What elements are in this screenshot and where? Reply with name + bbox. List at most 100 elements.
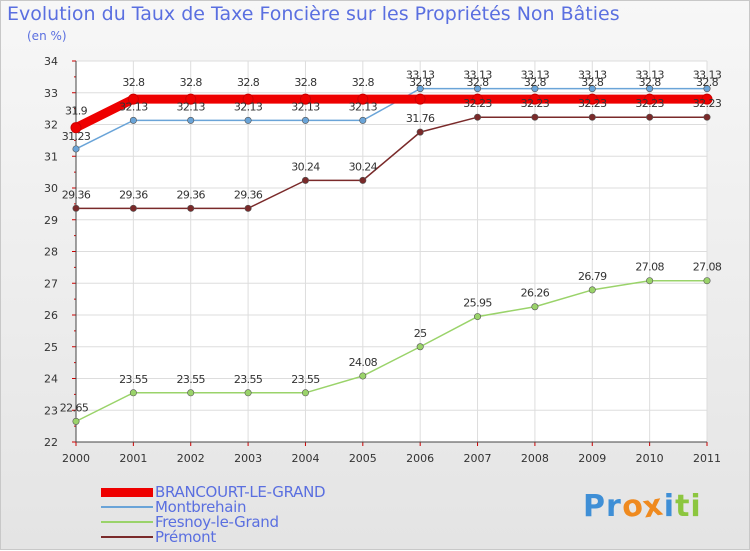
data-point	[185, 93, 197, 105]
data-point	[357, 93, 369, 105]
data-label: 30.24	[291, 160, 320, 173]
data-point	[416, 128, 424, 136]
data-point	[129, 116, 137, 124]
data-label: 23.55	[176, 373, 205, 386]
data-point	[242, 93, 254, 105]
grid-lines	[75, 60, 708, 443]
data-point	[359, 372, 367, 380]
data-point	[586, 93, 598, 105]
proxiti-logo: Proxiti	[583, 487, 702, 526]
data-label: 32.8	[122, 76, 145, 89]
data-point	[529, 93, 541, 105]
data-label: 33.13	[635, 69, 664, 82]
data-point	[472, 93, 484, 105]
y-tick-label: 29	[44, 214, 58, 227]
data-label: 22.65	[60, 401, 89, 414]
chart-title: Evolution du Taux de Taxe Foncière sur l…	[7, 3, 620, 25]
data-label: 32.13	[234, 100, 263, 113]
series-layer	[70, 85, 713, 425]
x-tick-label: 2001	[119, 452, 147, 465]
data-label: 32.8	[237, 76, 260, 89]
logo-letter: t	[675, 489, 691, 524]
data-label: 30.24	[349, 160, 378, 173]
series-line-pr-mont	[75, 116, 708, 210]
data-point	[301, 389, 309, 397]
data-label: 32.8	[696, 76, 719, 89]
logo-letter: P	[583, 489, 606, 524]
y-tick-label: 25	[44, 341, 58, 354]
data-point	[72, 204, 80, 212]
data-label: 33.13	[463, 69, 492, 82]
legend-item: Montbrehain	[101, 498, 401, 516]
data-label: 31.76	[406, 112, 435, 125]
logo-letter: r	[606, 489, 622, 524]
data-label: 33.13	[521, 69, 550, 82]
logo-letter: i	[663, 489, 676, 524]
data-label: 32.23	[635, 97, 664, 110]
data-point	[72, 417, 80, 425]
data-point	[187, 116, 195, 124]
data-label: 25	[414, 327, 427, 340]
data-label: 32.13	[291, 100, 320, 113]
data-label: 32.13	[176, 100, 205, 113]
data-point	[531, 303, 539, 311]
data-point	[588, 286, 596, 294]
data-label: 27.08	[635, 261, 664, 274]
x-tick-label: 2008	[521, 452, 549, 465]
data-point	[127, 93, 139, 105]
data-label: 32.8	[294, 76, 317, 89]
data-point	[703, 85, 711, 93]
data-label: 31.9	[65, 105, 88, 118]
data-label: 32.23	[521, 97, 550, 110]
data-label: 32.13	[349, 100, 378, 113]
data-label: 32.23	[578, 97, 607, 110]
legend-label: Montbrehain	[155, 498, 247, 516]
data-point	[646, 85, 654, 93]
data-point	[70, 122, 82, 134]
data-label: 32.23	[693, 97, 722, 110]
legend: BRANCOURT-LE-GRAND Montbrehain Fresnoy-le-…	[101, 483, 401, 546]
y-tick-label: 24	[44, 373, 58, 386]
x-tick-label: 2010	[636, 452, 664, 465]
data-label: 23.55	[119, 373, 148, 386]
legend-item: Fresnoy-le-Grand	[101, 513, 401, 531]
data-point	[416, 343, 424, 351]
legend-swatch	[101, 521, 153, 523]
legend-swatch	[101, 488, 153, 497]
legend-item: BRANCOURT-LE-GRAND	[101, 483, 401, 501]
legend-item: Prémont	[101, 528, 401, 546]
logo-letter: x	[640, 487, 667, 526]
data-label: 29.36	[176, 188, 205, 201]
data-label: 23.55	[234, 373, 263, 386]
data-label: 32.8	[466, 76, 489, 89]
x-tick-label: 2000	[62, 452, 90, 465]
x-tick-label: 2009	[578, 452, 606, 465]
data-label: 24.08	[349, 356, 378, 369]
data-point	[187, 204, 195, 212]
data-point	[416, 85, 424, 93]
data-point	[703, 113, 711, 121]
data-point	[588, 85, 596, 93]
data-point	[359, 116, 367, 124]
data-point	[646, 277, 654, 285]
data-point	[588, 113, 596, 121]
data-point	[72, 145, 80, 153]
x-tick-label: 2002	[177, 452, 205, 465]
x-tick-label: 2003	[234, 452, 262, 465]
x-tick-label: 2007	[464, 452, 492, 465]
legend-label: BRANCOURT-LE-GRAND	[155, 483, 326, 501]
data-label: 25.95	[463, 297, 492, 310]
data-label: 33.13	[578, 69, 607, 82]
data-label: 29.36	[62, 188, 91, 201]
data-point	[129, 389, 137, 397]
data-label: 32.8	[581, 76, 604, 89]
legend-label: Fresnoy-le-Grand	[155, 513, 279, 531]
data-label: 26.79	[578, 270, 607, 283]
data-point	[644, 93, 656, 105]
series-line-brancourt-le-grand	[71, 94, 712, 133]
data-label: 32.8	[639, 76, 662, 89]
data-labels: 31.9 32.8 32.8 32.8 32.8 32.8 32.8 32.8 32.8 32.8…	[60, 69, 723, 415]
data-label: 32.13	[119, 100, 148, 113]
y-tick-label: 28	[44, 246, 58, 259]
